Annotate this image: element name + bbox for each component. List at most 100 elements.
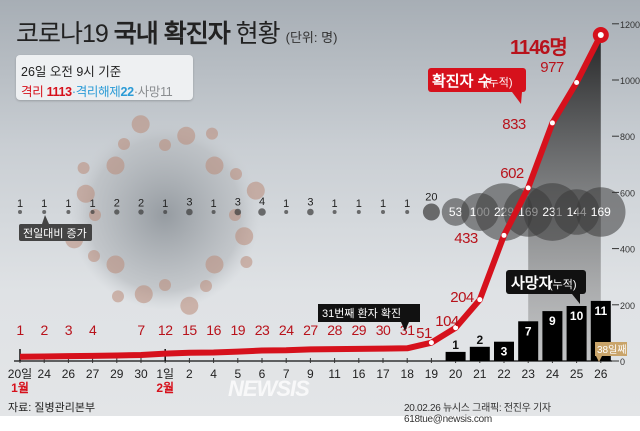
- increase-bubble: [381, 210, 385, 214]
- virus-spike: [246, 181, 265, 200]
- confirmed-label: 24: [279, 322, 294, 338]
- title-light: 코로나19: [16, 20, 109, 48]
- virus-spike: [131, 115, 150, 134]
- confirmed-label: 433: [454, 230, 478, 247]
- death-label: ·사망: [133, 85, 161, 99]
- confirmed-label: 7: [137, 322, 145, 338]
- increase-bubble: [114, 209, 120, 215]
- confirmed-label: 204: [450, 289, 474, 306]
- confirmed-label: 28: [327, 322, 342, 338]
- increase-bubble: [234, 208, 242, 216]
- virus-spike: [134, 285, 153, 304]
- day-count-badge: 38일째: [595, 342, 627, 362]
- watermark: NEWSIS: [228, 376, 310, 401]
- x-tick-label: 11: [328, 367, 341, 381]
- confirmed-label: 12: [158, 322, 173, 338]
- x-tick-label: 24: [38, 367, 52, 381]
- increase-label: 20: [425, 192, 437, 204]
- increase-bubble: [576, 187, 626, 237]
- death-bar-label: 7: [525, 324, 532, 338]
- death-bar: [566, 306, 587, 361]
- increase-label: 4: [259, 196, 265, 208]
- unit-label: (단위: 명): [285, 30, 338, 45]
- summary-box: 26일 오전 9시 기준 격리 1113·격리해제22·사망11: [16, 55, 193, 100]
- month-label: 1월: [11, 380, 29, 395]
- confirmed-label: 30: [376, 322, 391, 338]
- confirmed-label: 1: [16, 322, 24, 338]
- virus-spike: [112, 290, 124, 303]
- increase-bubble: [332, 210, 337, 214]
- virus-spike: [106, 156, 125, 175]
- virus-spike: [177, 126, 196, 145]
- y-tick-label: 1200: [620, 20, 640, 30]
- confirmed-label: 4: [89, 322, 97, 338]
- confirmed-label: 3: [65, 322, 73, 338]
- isolated-value: 1113: [46, 85, 73, 99]
- released-label: ·격리해제: [71, 85, 121, 99]
- summary-line: 격리 1113·격리해제22·사망11: [21, 81, 173, 100]
- confirmed-label: 16: [206, 322, 221, 338]
- increase-label: 1: [380, 198, 386, 210]
- virus-spike: [76, 184, 95, 203]
- virus-spike: [159, 279, 171, 291]
- increase-bubble: [211, 210, 216, 214]
- death-bar-label: 10: [570, 309, 584, 323]
- y-tick-label: 1000: [620, 76, 640, 86]
- virus-spike: [235, 227, 254, 246]
- confirmed-point: [428, 340, 434, 346]
- increase-bubble: [66, 210, 71, 214]
- x-tick-label: 7: [283, 367, 290, 381]
- confirmed-label: 23: [255, 322, 270, 338]
- increase-label: 3: [307, 197, 313, 209]
- increase-bubble: [186, 208, 193, 216]
- increase-bubble: [18, 210, 22, 214]
- confirmed-label: 51: [416, 325, 432, 342]
- confirmed-sub: (누적): [485, 76, 513, 89]
- increase-label: 1: [211, 198, 217, 210]
- x-tick-label: 18: [401, 367, 415, 381]
- y-tick-label: 200: [620, 301, 635, 311]
- increase-bubble: [405, 210, 410, 214]
- virus-spike: [230, 168, 243, 180]
- increase-label: 1: [356, 198, 362, 210]
- x-tick-label: 5: [234, 367, 241, 381]
- increase-label: 53: [449, 205, 463, 219]
- death-value: 11: [160, 85, 173, 99]
- source: 자료: 질병관리본부: [8, 402, 96, 414]
- death-bar-label: 11: [594, 304, 607, 318]
- death-bar-label: 1: [452, 338, 459, 352]
- confirmed-label: 833: [502, 116, 526, 133]
- increase-bubble: [307, 208, 314, 216]
- virus-spike: [77, 162, 90, 174]
- increase-label: 3: [235, 197, 241, 209]
- x-tick-label: 29: [110, 367, 124, 381]
- x-tick-label: 21: [473, 367, 487, 381]
- virus-spike: [159, 139, 171, 151]
- last-point-center: [597, 31, 604, 38]
- virus-spike: [205, 255, 224, 274]
- x-tick-label: 17: [376, 367, 390, 381]
- death-bar: [469, 346, 490, 361]
- x-tick-label: 6: [259, 367, 266, 381]
- confirmed-label: 602: [500, 165, 524, 182]
- increase-bubble: [258, 208, 266, 216]
- confirmed-point: [501, 232, 507, 238]
- confirmed-label: 15: [182, 322, 197, 338]
- increase-label: 1: [283, 198, 289, 210]
- increase-label: 1: [90, 198, 96, 210]
- virus-spike: [180, 296, 199, 315]
- virus-spike: [87, 250, 100, 262]
- death-bar-label: 3: [501, 345, 508, 359]
- death-bar: [518, 321, 539, 361]
- patient31-label: 31번째 환자 확진: [322, 307, 401, 320]
- increase-label: 2: [138, 197, 144, 209]
- increase-label: 1: [162, 198, 168, 210]
- confirmed-label: 29: [352, 322, 367, 338]
- virus-spike: [118, 137, 130, 150]
- increase-label: 1: [65, 198, 71, 210]
- x-tick-label: 24: [546, 367, 560, 381]
- confirmed-label: 27: [303, 322, 318, 338]
- increase-callout: 전일대비 증가: [19, 215, 92, 241]
